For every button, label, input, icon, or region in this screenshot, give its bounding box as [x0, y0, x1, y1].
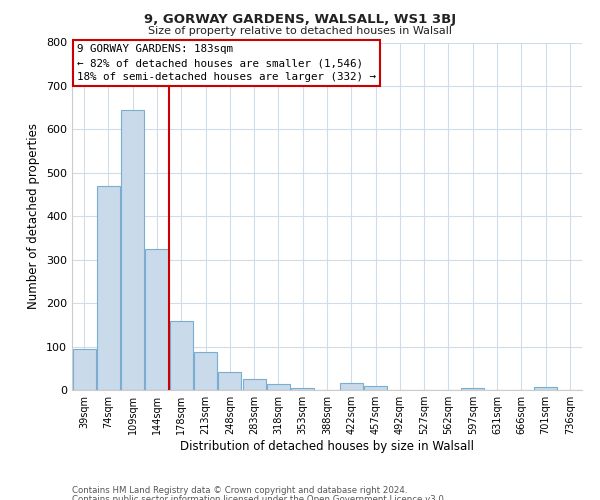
X-axis label: Distribution of detached houses by size in Walsall: Distribution of detached houses by size …: [180, 440, 474, 453]
Bar: [218, 372, 241, 390]
Bar: [291, 388, 314, 390]
Bar: [534, 386, 557, 390]
Bar: [340, 384, 363, 390]
Y-axis label: Number of detached properties: Number of detached properties: [28, 123, 40, 309]
Text: Size of property relative to detached houses in Walsall: Size of property relative to detached ho…: [148, 26, 452, 36]
Bar: [145, 249, 169, 390]
Text: 9, GORWAY GARDENS, WALSALL, WS1 3BJ: 9, GORWAY GARDENS, WALSALL, WS1 3BJ: [144, 12, 456, 26]
Bar: [194, 352, 217, 390]
Text: Contains HM Land Registry data © Crown copyright and database right 2024.: Contains HM Land Registry data © Crown c…: [72, 486, 407, 495]
Bar: [461, 388, 484, 390]
Bar: [170, 322, 193, 390]
Bar: [242, 379, 266, 390]
Bar: [73, 348, 95, 390]
Bar: [97, 186, 120, 390]
Bar: [364, 386, 387, 390]
Text: Contains public sector information licensed under the Open Government Licence v3: Contains public sector information licen…: [72, 495, 446, 500]
Text: 9 GORWAY GARDENS: 183sqm
← 82% of detached houses are smaller (1,546)
18% of sem: 9 GORWAY GARDENS: 183sqm ← 82% of detach…: [77, 44, 376, 82]
Bar: [121, 110, 144, 390]
Bar: [267, 384, 290, 390]
